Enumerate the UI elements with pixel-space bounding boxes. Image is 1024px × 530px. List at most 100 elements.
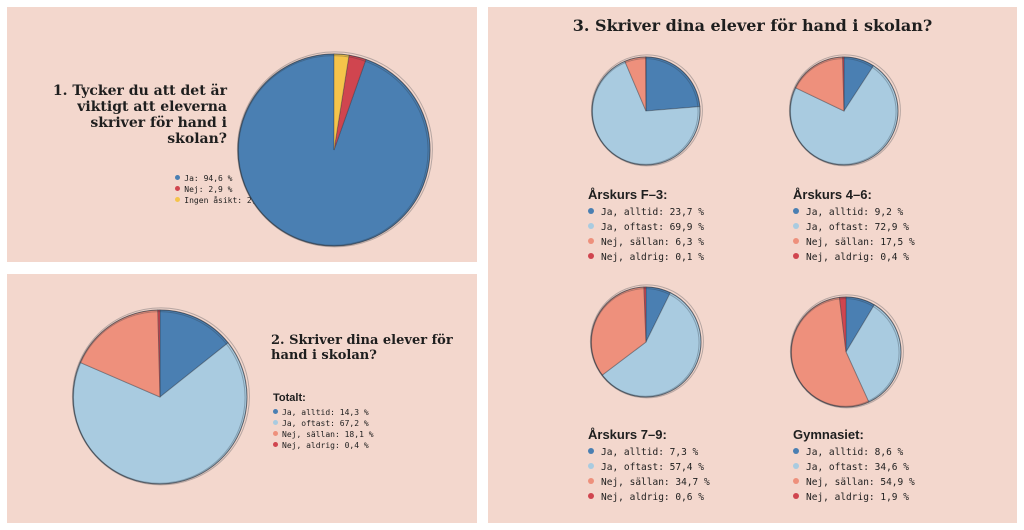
legend-dot-icon [273, 409, 278, 414]
legend-label: Ja, alltid: 23,7 % [601, 207, 704, 218]
legend-item-q1-nej: Nej: 2,9 % [175, 184, 271, 195]
pie-outline [590, 286, 702, 398]
pie-outline [790, 298, 900, 407]
legend-label: Ja, oftast: 69,9 % [601, 222, 704, 233]
legend-label: Ja, oftast: 72,9 % [806, 222, 909, 233]
legend-dot-icon [793, 463, 799, 469]
legend-item: Ja, alltid: 9,2 % [793, 205, 915, 220]
legend-label: Ja, oftast: 57,4 % [601, 462, 704, 473]
legend-item: Nej, aldrig: 0,6 % [588, 490, 710, 505]
legend-label: Ja, alltid: 8,6 % [806, 447, 904, 458]
legend-label: Nej, sällan: 54,9 % [806, 477, 915, 488]
legend-label: Ingen åsikt: 2,5 % [184, 196, 271, 205]
question-2-panel: 2. Skriver dina elever för hand i skolan… [7, 274, 477, 523]
legend-label: Nej, sällan: 18,1 % [282, 430, 374, 439]
legend-label: Ja, alltid: 9,2 % [806, 207, 904, 218]
legend-dot-icon [588, 448, 594, 454]
grade-title-4-6: Årskurs 4–6: [793, 187, 872, 202]
pie-outline [591, 58, 699, 165]
legend-item: Ja, oftast: 34,6 % [793, 460, 915, 475]
legend-label: Nej, aldrig: 1,9 % [806, 492, 909, 503]
legend-item: Ja, alltid: 7,3 % [588, 445, 710, 460]
legend-dot-icon [588, 223, 594, 229]
chart-title-q2: 2. Skriver dina elever för hand i skolan… [271, 333, 453, 363]
legend-item: Ja, oftast: 69,9 % [588, 220, 704, 235]
legend-item: Nej, aldrig: 1,9 % [793, 490, 915, 505]
pie-outline [789, 56, 899, 166]
pie-outline [789, 58, 897, 165]
legend-dot-icon [793, 478, 799, 484]
legend-7-9: Årskurs 7–9: Ja, alltid: 7,3 % Ja, oftas… [588, 427, 710, 505]
pie-slice [645, 56, 701, 112]
legend-dot-icon [588, 208, 594, 214]
legend-item: Ja, oftast: 57,4 % [588, 460, 710, 475]
pie-chart-q2 [71, 307, 250, 486]
legend-label: Nej, aldrig: 0,4 % [806, 252, 909, 263]
pie-chart-7-9 [589, 284, 704, 399]
legend-item-q2-nej-aldrig: Nej, aldrig: 0,4 % [273, 440, 374, 451]
pie-outline [590, 54, 703, 167]
legend-dot-icon [273, 431, 278, 436]
legend-label: Ja, oftast: 67,2 % [282, 419, 369, 428]
pie-outline [72, 311, 246, 484]
grade-title-gymnasiet: Gymnasiet: [793, 427, 864, 442]
grade-title-7-9: Årskurs 7–9: [588, 427, 667, 442]
legend-item: Nej, sällan: 6,3 % [588, 235, 704, 250]
legend-dot-icon [273, 420, 278, 425]
legend-dot-icon [175, 186, 181, 191]
pie-outline [590, 288, 700, 397]
pie-outline [236, 51, 433, 248]
pie-outline [237, 53, 431, 247]
chart-title-q1: 1. Tycker du att det är viktigt att elev… [52, 83, 227, 147]
legend-4-6: Årskurs 4–6: Ja, alltid: 9,2 % Ja, oftas… [793, 187, 915, 265]
legend-dot-icon [273, 442, 278, 447]
legend-dot-icon [793, 208, 799, 214]
legend-label: Nej, aldrig: 0,6 % [601, 492, 704, 503]
legend-item: Nej, sällan: 17,5 % [793, 235, 915, 250]
legend-item: Ja, alltid: 23,7 % [588, 205, 704, 220]
legend-item-q2-ja-oftast: Ja, oftast: 67,2 % [273, 418, 374, 429]
legend-dot-icon [588, 238, 594, 244]
pie-chart-f3 [590, 54, 703, 167]
legend-label: Ja, oftast: 34,6 % [806, 462, 909, 473]
pie-outline [72, 309, 248, 485]
pie-chart-q1 [236, 51, 433, 248]
pie-outline [71, 307, 250, 486]
legend-label: Nej: 2,9 % [184, 185, 233, 194]
legend-label: Ja, alltid: 7,3 % [601, 447, 699, 458]
pie-outline [790, 296, 902, 408]
legend-label: Nej, aldrig: 0,1 % [601, 252, 704, 263]
legend-label: Nej, sällan: 6,3 % [601, 237, 704, 248]
legend-q2: Totalt: Ja, alltid: 14,3 % Ja, oftast: 6… [273, 392, 374, 451]
pie-chart-4-6 [788, 54, 901, 167]
legend-dot-icon [175, 175, 181, 180]
legend-item: Nej, sällan: 34,7 % [588, 475, 710, 490]
legend-label: Nej, aldrig: 0,4 % [282, 441, 369, 450]
legend-dot-icon [588, 493, 594, 499]
pie-chart-gymnasiet [789, 294, 904, 409]
legend-dot-icon [588, 463, 594, 469]
pie-outline [237, 55, 429, 246]
legend-item: Ja, alltid: 8,6 % [793, 445, 915, 460]
legend-dot-icon [588, 253, 594, 259]
legend-dot-icon [588, 478, 594, 484]
legend-item-q1-ja: Ja: 94,6 % [175, 173, 271, 184]
grade-title-f3: Årskurs F–3: [588, 187, 668, 202]
pie-outline [591, 56, 701, 166]
question-3-panel: 3. Skriver dina elever för hand i skolan… [488, 7, 1017, 523]
legend-item: Nej, aldrig: 0,1 % [588, 250, 704, 265]
pie-outline [789, 294, 904, 409]
legend-dot-icon [793, 223, 799, 229]
legend-dot-icon [793, 493, 799, 499]
legend-label: Nej, sällan: 17,5 % [806, 237, 915, 248]
chart-title-q3: 3. Skriver dina elever för hand i skolan… [572, 16, 933, 35]
legend-item-q2-nej-sallan: Nej, sällan: 18,1 % [273, 429, 374, 440]
legend-dot-icon [793, 253, 799, 259]
legend-dot-icon [793, 448, 799, 454]
legend-item-q1-ingen-asikt: Ingen åsikt: 2,5 % [175, 195, 271, 206]
legend-title-q2: Totalt: [273, 392, 306, 404]
legend-dot-icon [793, 238, 799, 244]
legend-gymnasiet: Gymnasiet: Ja, alltid: 8,6 % Ja, oftast:… [793, 427, 915, 505]
legend-f3: Årskurs F–3: Ja, alltid: 23,7 % Ja, ofta… [588, 187, 704, 265]
legend-label: Nej, sällan: 34,7 % [601, 477, 710, 488]
